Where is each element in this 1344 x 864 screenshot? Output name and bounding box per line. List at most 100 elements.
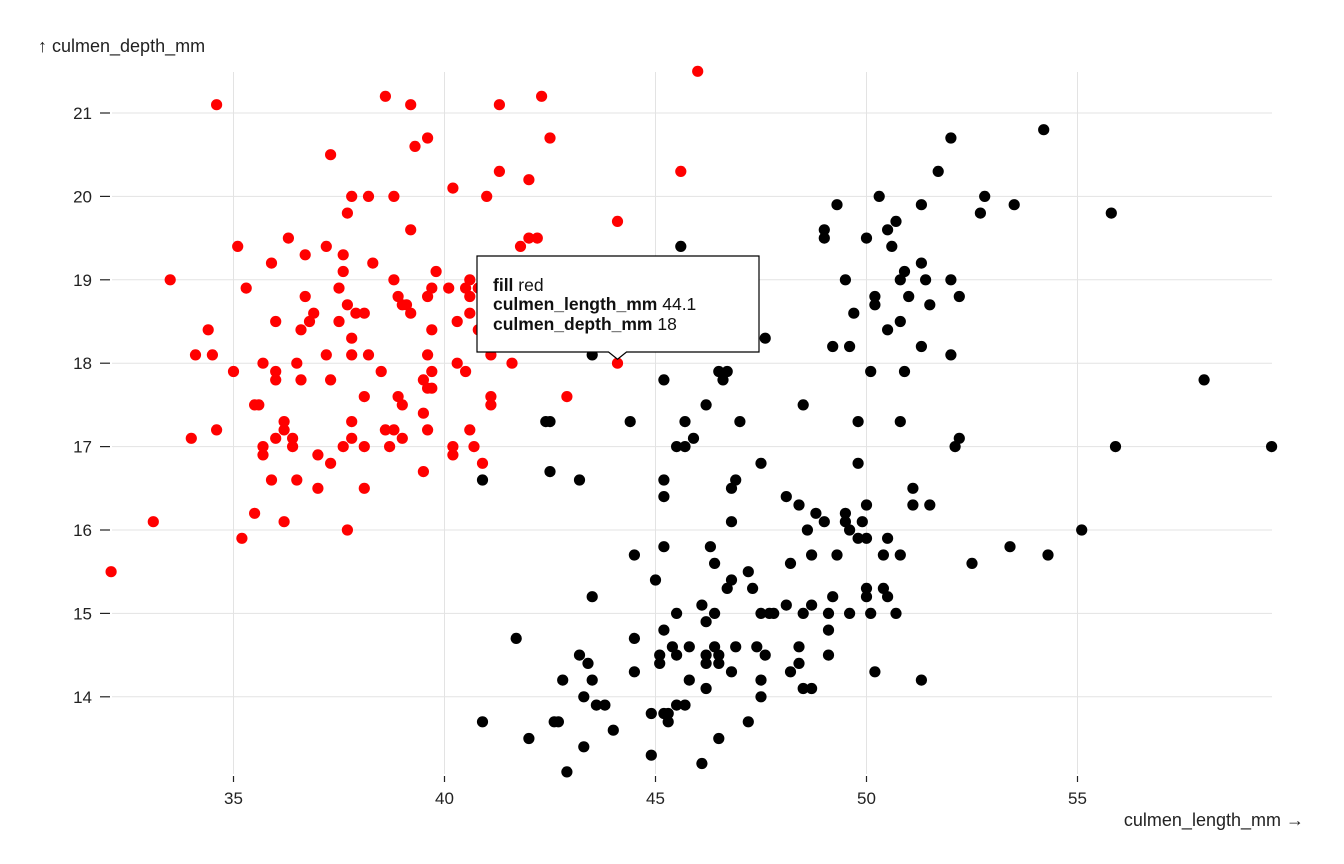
data-point-black[interactable]: [924, 499, 936, 511]
data-point-black[interactable]: [759, 332, 771, 344]
data-point-black[interactable]: [628, 666, 641, 678]
data-point-black[interactable]: [742, 716, 754, 728]
data-point-black[interactable]: [852, 416, 864, 428]
data-point-black[interactable]: [725, 516, 738, 528]
data-point-red[interactable]: [341, 524, 353, 536]
data-point-black[interactable]: [717, 374, 729, 386]
data-point-black[interactable]: [945, 274, 957, 286]
data-point-black[interactable]: [696, 599, 708, 611]
data-point-black[interactable]: [586, 674, 598, 686]
data-point-black[interactable]: [709, 607, 721, 620]
data-point-black[interactable]: [730, 474, 742, 486]
data-point-black[interactable]: [915, 340, 928, 353]
data-point-red[interactable]: [675, 165, 687, 177]
data-point-red[interactable]: [287, 432, 299, 444]
data-point-black[interactable]: [658, 491, 670, 503]
data-point-black[interactable]: [700, 682, 712, 695]
data-point-black[interactable]: [704, 541, 717, 553]
data-point-black[interactable]: [877, 549, 890, 561]
data-point-black[interactable]: [662, 707, 674, 720]
data-point-black[interactable]: [822, 607, 835, 620]
data-point-black[interactable]: [839, 274, 852, 286]
data-point-red[interactable]: [464, 290, 476, 303]
data-point-red[interactable]: [358, 441, 370, 453]
data-point-red[interactable]: [426, 382, 438, 394]
data-point-black[interactable]: [666, 641, 679, 653]
data-point-black[interactable]: [822, 649, 835, 661]
data-point-red[interactable]: [536, 90, 548, 102]
data-point-red[interactable]: [417, 374, 429, 386]
data-point-red[interactable]: [236, 532, 248, 544]
data-point-black[interactable]: [755, 457, 767, 469]
data-point-red[interactable]: [481, 190, 493, 202]
data-point-black[interactable]: [582, 657, 594, 670]
data-point-red[interactable]: [514, 240, 527, 252]
data-point-red[interactable]: [346, 332, 358, 344]
data-point-black[interactable]: [801, 524, 814, 536]
data-point-black[interactable]: [730, 641, 742, 653]
data-point-black[interactable]: [945, 132, 957, 144]
data-point-red[interactable]: [367, 257, 379, 269]
data-point-black[interactable]: [679, 441, 691, 453]
data-point-black[interactable]: [679, 416, 691, 428]
data-point-red[interactable]: [422, 349, 434, 361]
data-point-black[interactable]: [768, 607, 780, 620]
data-point-black[interactable]: [920, 274, 932, 286]
data-point-red[interactable]: [303, 315, 316, 328]
data-point-black[interactable]: [898, 265, 911, 278]
data-point-black[interactable]: [784, 557, 797, 570]
data-point-red[interactable]: [341, 299, 353, 311]
data-point-black[interactable]: [818, 232, 830, 244]
data-point-black[interactable]: [860, 232, 873, 244]
data-point-red[interactable]: [291, 357, 303, 369]
data-point-red[interactable]: [460, 282, 472, 294]
data-point-red[interactable]: [270, 432, 282, 444]
data-point-black[interactable]: [476, 716, 489, 728]
data-point-red[interactable]: [388, 190, 400, 202]
data-point-black[interactable]: [700, 616, 712, 628]
data-point-red[interactable]: [388, 424, 400, 436]
data-point-red[interactable]: [447, 449, 459, 461]
data-point-red[interactable]: [341, 207, 353, 219]
data-point-black[interactable]: [725, 574, 738, 586]
data-point-black[interactable]: [827, 591, 839, 603]
data-point-black[interactable]: [860, 532, 873, 544]
data-point-black[interactable]: [552, 716, 565, 728]
data-point-black[interactable]: [683, 674, 695, 686]
data-point-black[interactable]: [979, 190, 991, 202]
data-point-black[interactable]: [822, 624, 835, 636]
data-point-red[interactable]: [320, 240, 332, 252]
data-point-red[interactable]: [523, 232, 535, 244]
data-point-red[interactable]: [468, 441, 480, 453]
data-point-black[interactable]: [1109, 441, 1122, 453]
data-point-black[interactable]: [848, 307, 860, 319]
data-point-black[interactable]: [578, 691, 590, 703]
data-point-black[interactable]: [780, 599, 792, 611]
data-point-red[interactable]: [164, 274, 176, 286]
data-point-black[interactable]: [671, 607, 683, 620]
data-point-black[interactable]: [869, 299, 881, 311]
data-point-black[interactable]: [679, 699, 691, 711]
data-point-red[interactable]: [392, 290, 404, 303]
data-point-black[interactable]: [721, 365, 733, 378]
data-point-red[interactable]: [346, 190, 358, 202]
data-point-black[interactable]: [544, 466, 556, 478]
data-point-black[interactable]: [671, 441, 683, 453]
data-point-red[interactable]: [451, 357, 463, 369]
data-point-red[interactable]: [265, 257, 278, 269]
data-point-red[interactable]: [312, 482, 324, 494]
data-point-black[interactable]: [658, 624, 670, 636]
data-point-red[interactable]: [476, 457, 489, 469]
data-point-black[interactable]: [860, 499, 873, 511]
data-point-black[interactable]: [544, 416, 556, 428]
data-point-red[interactable]: [396, 432, 408, 444]
data-point-black[interactable]: [869, 666, 881, 678]
data-point-black[interactable]: [797, 399, 809, 411]
data-point-black[interactable]: [645, 707, 657, 720]
data-point-black[interactable]: [894, 315, 906, 328]
data-point-black[interactable]: [860, 591, 873, 603]
data-point-red[interactable]: [333, 282, 345, 294]
data-point-black[interactable]: [831, 549, 843, 561]
data-point-black[interactable]: [1266, 441, 1278, 453]
data-point-red[interactable]: [485, 391, 497, 403]
